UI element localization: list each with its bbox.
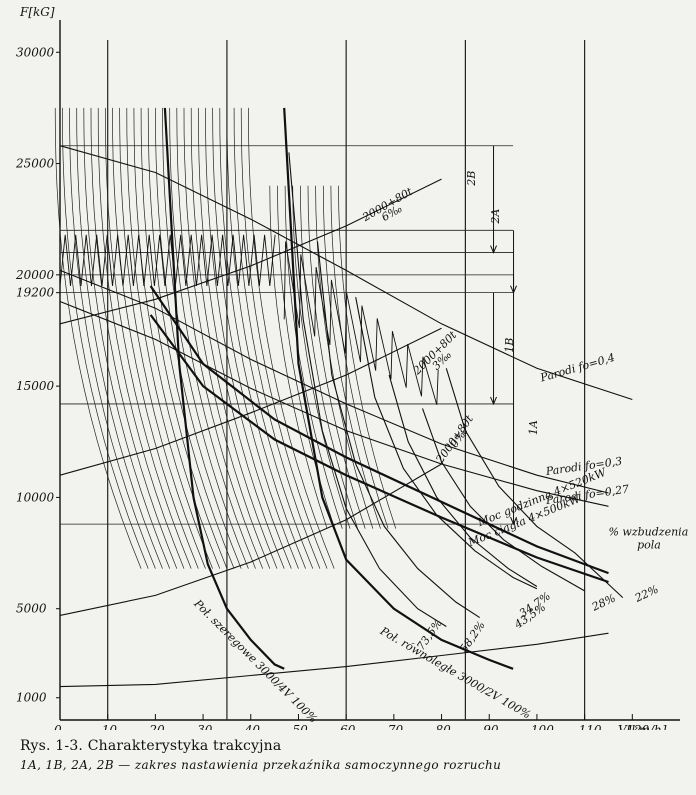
x-axis-title: V[km/h]	[618, 723, 667, 730]
step-curve-parallel-1	[277, 185, 336, 529]
step-curve-1	[62, 107, 149, 569]
y-tick-label: 20000	[15, 268, 55, 282]
x-tick-label: 80	[436, 723, 452, 730]
step-curve-3	[76, 107, 163, 569]
x-tick-label: 110	[579, 723, 602, 730]
step-curve-parallel-2	[284, 185, 343, 529]
x-tick-label: 60	[340, 723, 356, 730]
series-line-15	[59, 463, 442, 616]
x-tick-label: 20	[148, 723, 165, 730]
step-curve-25	[233, 107, 321, 569]
series-line-10	[59, 145, 633, 401]
caption-subtitle: 1A, 1B, 2A, 2B — zakres nastawienia prze…	[20, 758, 502, 772]
x-tick-label: 90	[483, 723, 499, 730]
series-line-1	[283, 107, 514, 670]
x-tick-label: 50	[292, 723, 308, 730]
traction-chart: 0 10 20 30 40 50 60 70 80 90 100 110 120 1000 5000 1000…	[15, 5, 688, 730]
series-line-13	[59, 178, 442, 325]
range-label-1A: 1A	[527, 420, 540, 435]
pct-header-line2: pola	[637, 539, 661, 552]
step-curve-parallel-0	[269, 185, 328, 529]
y-tick-label: 10000	[16, 490, 55, 504]
x-tick-label: 10	[102, 723, 118, 730]
series-line-11	[59, 269, 609, 494]
range-label-1B: 1B	[503, 338, 516, 353]
label-szeregowe: Poł. szeregowe 3000/4V 100%	[191, 596, 320, 725]
range-arrow-0	[490, 245, 497, 254]
x-tick-label: 0	[54, 723, 62, 730]
field-weakening-sawtooth	[283, 241, 439, 405]
series-line-0	[163, 107, 285, 670]
y-tick-label: 15000	[16, 379, 55, 393]
step-curve-23	[219, 107, 306, 569]
label-rownolegle: Poł. równoległe 3000/2V 100%	[377, 624, 533, 721]
range-arrow-3	[510, 516, 517, 526]
x-tick-label: 70	[388, 723, 404, 730]
parodi-label-04: Parodi fo=0,4	[538, 351, 616, 385]
caption-title: Rys. 1-3. Charakterystyka trakcyjna	[20, 738, 282, 754]
pct-label-582: 58,2%	[457, 619, 488, 655]
pct-label-22: 22%	[632, 583, 661, 606]
start-sawtooth	[59, 234, 276, 287]
pct-label-28: 28%	[589, 592, 618, 615]
step-curve-16	[169, 107, 256, 569]
caption: Rys. 1-3. Charakterystyka trakcyjna 1A, …	[20, 738, 680, 772]
x-tick-label: 40	[244, 723, 261, 730]
step-curve-0	[54, 107, 142, 569]
range-label-2A: 2A	[489, 209, 502, 225]
x-tick-label: 120	[626, 723, 649, 730]
series-line-2	[288, 152, 447, 627]
step-curve-parallel-8	[330, 185, 389, 529]
series-line-3	[316, 241, 481, 619]
step-curve-2	[69, 107, 156, 569]
series-line-12	[59, 300, 609, 507]
y-tick-label: 25000	[15, 157, 55, 171]
y-tick-label: 1000	[16, 691, 47, 705]
y-tick-label: 19200	[16, 286, 55, 300]
series-line-9	[149, 314, 609, 584]
y-tick-label: 30000	[16, 45, 55, 59]
step-curve-parallel-7	[322, 185, 381, 529]
pct-header-line1: % wzbudzenia	[608, 525, 688, 538]
step-curve-5	[90, 107, 178, 569]
step-curve-4	[83, 107, 171, 569]
step-curve-6	[97, 107, 185, 569]
step-curve-7	[104, 107, 192, 569]
step-curve-24	[226, 107, 314, 569]
step-curve-12	[140, 107, 228, 569]
range-label-2B: 2B	[465, 171, 478, 187]
step-curve-22	[212, 107, 299, 569]
step-curve-parallel-5	[307, 185, 366, 529]
step-curve-17	[176, 107, 264, 569]
x-tick-label: 100	[531, 723, 554, 730]
series-line-7	[445, 368, 624, 599]
step-curve-27	[248, 107, 335, 569]
step-curve-15	[162, 107, 249, 569]
x-tick-label: 30	[197, 723, 213, 730]
y-axis-title: F[kG]	[19, 5, 55, 19]
step-curve-14	[155, 107, 242, 569]
step-curve-20	[197, 107, 285, 569]
y-tick-label: 5000	[16, 602, 47, 616]
step-curve-19	[190, 107, 278, 569]
series-line-4	[388, 374, 538, 587]
step-curve-18	[183, 107, 271, 569]
step-curve-21	[205, 107, 292, 569]
series-line-16	[59, 632, 609, 688]
range-arrow-2	[490, 396, 497, 406]
series-line-14	[59, 327, 442, 476]
step-curve-26	[240, 107, 328, 569]
step-curve-9	[119, 107, 206, 569]
incline-3-label-top: 2000+80t	[410, 328, 460, 378]
step-curve-10	[126, 107, 213, 569]
step-curve-8	[112, 107, 199, 569]
